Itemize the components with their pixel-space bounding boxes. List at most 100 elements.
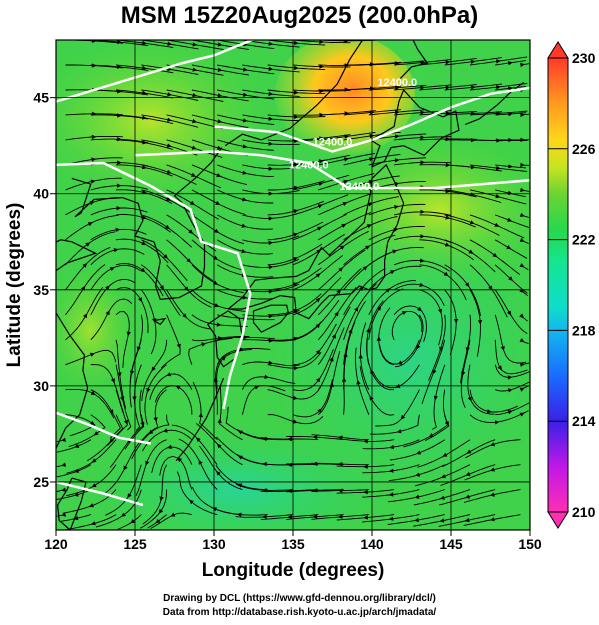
streamline-arrow (520, 112, 525, 118)
streamline-arrow (420, 60, 425, 65)
streamline-arrow (388, 492, 394, 497)
streamline-arrow (268, 216, 274, 221)
streamline-arrow (293, 282, 298, 287)
streamline-arrow (140, 267, 146, 273)
streamline-arrow (494, 420, 500, 425)
streamline-arrow (243, 335, 248, 340)
streamline-arrow (420, 258, 425, 263)
colorbar-tick-label: 210 (572, 504, 596, 520)
streamline-arrow (74, 468, 80, 473)
streamline-arrow (344, 111, 350, 116)
streamline-arrow (88, 503, 94, 508)
streamline-arrow (198, 412, 203, 418)
streamline-arrow (312, 461, 318, 466)
streamline-arrow (292, 395, 298, 400)
streamline-arrow (315, 323, 321, 329)
streamline-arrow (363, 515, 368, 520)
streamline-arrow (268, 360, 274, 365)
streamline-arrow (91, 458, 97, 463)
streamline-arrow (470, 59, 476, 64)
streamline-arrow (488, 285, 493, 291)
streamline-arrow (495, 194, 501, 199)
streamline-arrow (268, 141, 274, 146)
streamline-arrow (74, 443, 80, 448)
streamline-arrow (105, 285, 110, 291)
streamline-arrow (192, 42, 198, 47)
streamline-arrow (445, 85, 451, 90)
streamline-arrow (164, 224, 170, 230)
streamline-arrow (89, 352, 95, 357)
streamline-arrow (215, 200, 221, 205)
streamline-arrow (520, 187, 525, 192)
streamline-arrow (117, 40, 122, 45)
colorbar: 230 226 222 218 214 210 (547, 41, 596, 529)
streamline-arrow (507, 310, 512, 316)
coast-taiwan (56, 477, 87, 530)
colorbar-tick-label: 218 (572, 322, 596, 338)
streamline-arrow (90, 179, 96, 184)
streamline-arrow (414, 517, 419, 523)
streamline-arrow (262, 436, 267, 442)
streamline-arrow (188, 229, 194, 234)
streamline-arrow (268, 314, 274, 319)
streamline-arrow (151, 366, 156, 372)
streamline-arrow (443, 271, 449, 277)
streamline-arrow (520, 362, 525, 367)
streamline-arrow (376, 305, 382, 311)
streamline-arrow (362, 266, 368, 271)
streamline-arrow (415, 472, 421, 477)
streamline-arrow (217, 418, 222, 424)
streamline-arrow (420, 209, 425, 214)
streamline-arrow (496, 111, 501, 116)
streamline-arrow (317, 408, 322, 414)
coast-ryukyu (175, 377, 225, 462)
y-axis-label: Latitude (degrees) (4, 203, 25, 368)
streamline-arrow (148, 429, 154, 435)
colorbar-tick-label: 230 (572, 50, 596, 66)
streamline-arrow (508, 276, 513, 281)
streamline-arrow (201, 342, 207, 347)
streamline-arrow (489, 492, 495, 497)
streamline-arrow (494, 222, 500, 227)
streamline-arrow (445, 188, 451, 194)
streamline-arrow (268, 166, 274, 171)
streamline-arrow (338, 435, 343, 440)
streamline-arrow (439, 518, 445, 523)
streamline-arrow (496, 59, 501, 64)
streamline-arrow (420, 135, 425, 140)
streamline-arrow (117, 64, 122, 69)
streamline-arrow (217, 336, 223, 341)
streamline-arrow (389, 444, 394, 450)
streamline-arrow (85, 242, 91, 247)
streamline-arrow (465, 347, 470, 352)
streamline-arrow (420, 85, 425, 90)
x-tick-label: 125 (123, 536, 147, 552)
contour-label: 12400.0 (289, 160, 329, 172)
streamline-arrow (287, 436, 292, 442)
streamline-arrow (315, 349, 321, 355)
streamline-arrow (145, 460, 150, 466)
streamline-arrow (217, 443, 222, 449)
streamline-arrow (61, 512, 66, 517)
streamline-arrow (442, 452, 448, 457)
streamline-arrow (192, 67, 198, 72)
streamline-arrow (117, 137, 122, 142)
streamline-arrow (500, 346, 505, 351)
contour-label: 12400.0 (377, 77, 417, 89)
streamline-arrow (136, 346, 141, 352)
streamline-arrow (166, 372, 172, 377)
streamline-arrow (217, 93, 223, 98)
streamline-arrow (477, 320, 483, 325)
streamline-arrow (312, 488, 318, 493)
streamline-arrow (388, 516, 394, 521)
y-tick-label: 30 (33, 378, 49, 394)
streamline-arrow (337, 514, 343, 519)
streamline-arrow (217, 42, 223, 47)
colorbar-tick-label: 226 (572, 141, 596, 157)
streamline-arrow (445, 215, 451, 220)
streamline-arrow (356, 379, 361, 385)
streamline-arrow (341, 223, 347, 228)
streamline-arrow (268, 289, 274, 294)
streamline-arrow (466, 449, 472, 454)
